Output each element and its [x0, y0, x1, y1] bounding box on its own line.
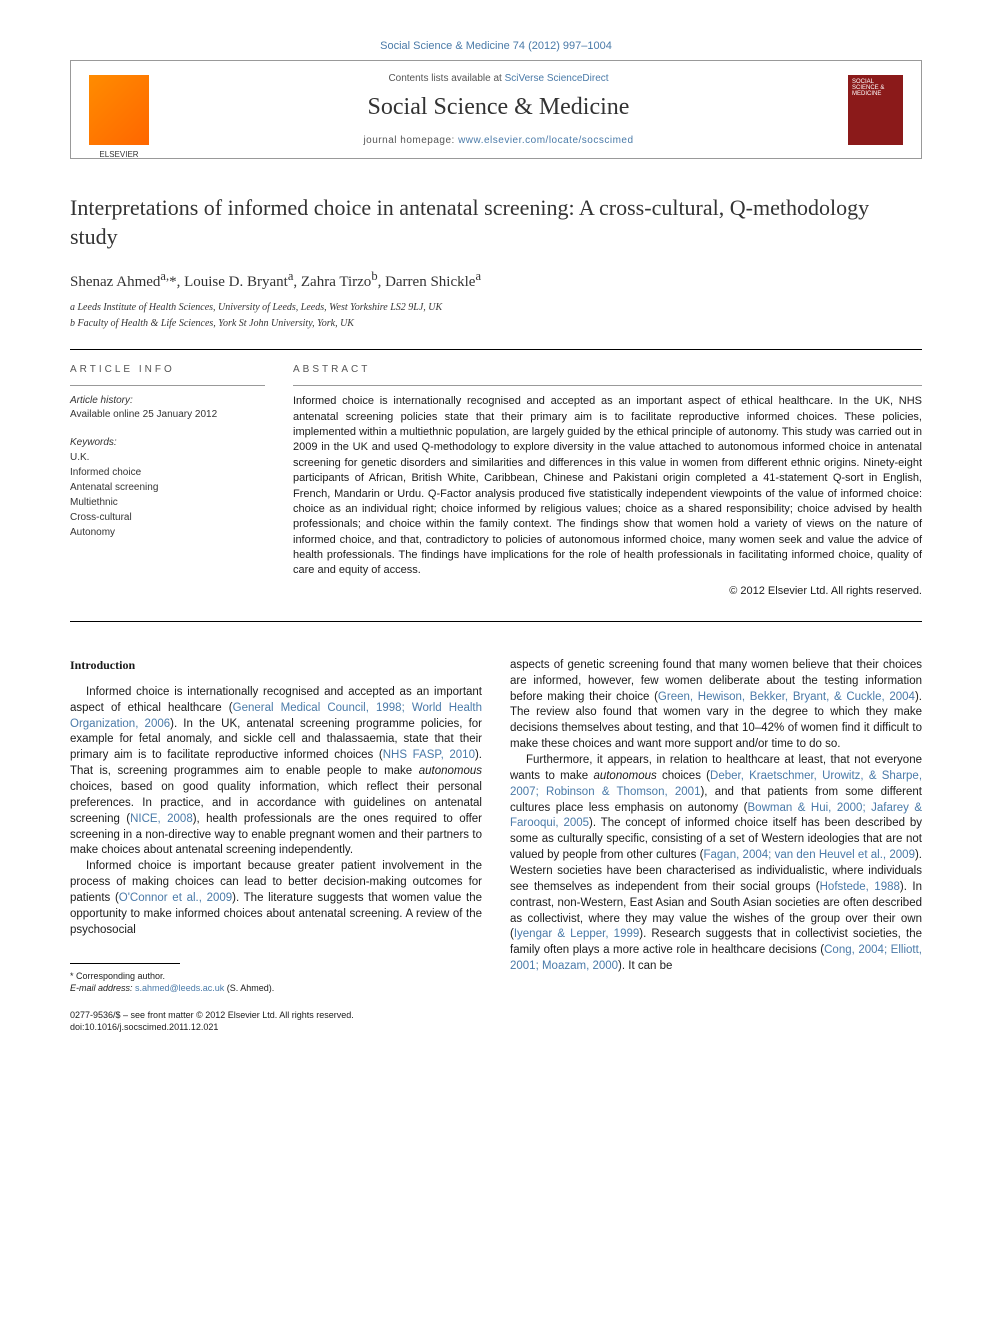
homepage-link[interactable]: www.elsevier.com/locate/socscimed [458, 135, 633, 146]
abstract-label: ABSTRACT [293, 364, 922, 375]
history-text: Available online 25 January 2012 [70, 408, 265, 422]
body-paragraph: Informed choice is important because gre… [70, 859, 482, 938]
contents-prefix: Contents lists available at [388, 73, 504, 84]
citation-header: Social Science & Medicine 74 (2012) 997–… [70, 40, 922, 52]
body-column-left: Introduction Informed choice is internat… [70, 658, 482, 1034]
keywords-list: U.K. Informed choice Antenatal screening… [70, 450, 265, 540]
divider-bottom [70, 621, 922, 622]
keyword: Antenatal screening [70, 480, 265, 495]
body-paragraph: Furthermore, it appears, in relation to … [510, 753, 922, 975]
article-info-label: ARTICLE INFO [70, 364, 265, 375]
email-link[interactable]: s.ahmed@leeds.ac.uk [135, 983, 224, 993]
keywords-block: Keywords: U.K. Informed choice Antenatal… [70, 436, 265, 540]
header-center: Contents lists available at SciVerse Sci… [149, 73, 848, 146]
email-suffix: (S. Ahmed). [224, 983, 274, 993]
elsevier-logo [89, 75, 149, 145]
copyright-line: © 2012 Elsevier Ltd. All rights reserved… [293, 585, 922, 597]
body-column-right: aspects of genetic screening found that … [510, 658, 922, 1034]
homepage-prefix: journal homepage: [363, 135, 458, 146]
contents-available-line: Contents lists available at SciVerse Sci… [149, 73, 848, 84]
authors-line: Shenaz Ahmeda,*, Louise D. Bryanta, Zahr… [70, 269, 922, 291]
keyword: Cross-cultural [70, 510, 265, 525]
homepage-line: journal homepage: www.elsevier.com/locat… [149, 135, 848, 146]
journal-name: Social Science & Medicine [149, 94, 848, 121]
issn-line: 0277-9536/$ – see front matter © 2012 El… [70, 1009, 482, 1022]
history-label: Article history: [70, 394, 265, 408]
body-columns: Introduction Informed choice is internat… [70, 658, 922, 1034]
article-title: Interpretations of informed choice in an… [70, 194, 922, 251]
keyword: Multiethnic [70, 495, 265, 510]
info-divider [70, 385, 265, 386]
journal-cover-thumbnail: SOCIAL SCIENCE & MEDICINE [848, 75, 903, 145]
body-paragraph: Informed choice is internationally recog… [70, 685, 482, 859]
keyword: U.K. [70, 450, 265, 465]
corresponding-author: * Corresponding author. [70, 970, 482, 983]
keyword: Informed choice [70, 465, 265, 480]
article-history: Article history: Available online 25 Jan… [70, 394, 265, 422]
footer-divider [70, 963, 180, 964]
info-abstract-row: ARTICLE INFO Article history: Available … [70, 364, 922, 597]
abstract-column: ABSTRACT Informed choice is internationa… [293, 364, 922, 597]
article-info-column: ARTICLE INFO Article history: Available … [70, 364, 265, 597]
divider-top [70, 349, 922, 350]
journal-header-box: Contents lists available at SciVerse Sci… [70, 60, 922, 159]
body-paragraph: aspects of genetic screening found that … [510, 658, 922, 753]
email-line: E-mail address: s.ahmed@leeds.ac.uk (S. … [70, 982, 482, 995]
email-label: E-mail address: [70, 983, 135, 993]
doi-line: doi:10.1016/j.socscimed.2011.12.021 [70, 1021, 482, 1034]
abstract-divider [293, 385, 922, 386]
affiliations: a Leeds Institute of Health Sciences, Un… [70, 301, 922, 331]
sciencedirect-link[interactable]: SciVerse ScienceDirect [505, 73, 609, 84]
abstract-text: Informed choice is internationally recog… [293, 394, 922, 579]
keyword: Autonomy [70, 525, 265, 540]
introduction-heading: Introduction [70, 658, 482, 673]
affiliation-a: a Leeds Institute of Health Sciences, Un… [70, 301, 922, 315]
page: Social Science & Medicine 74 (2012) 997–… [0, 0, 992, 1064]
affiliation-b: b Faculty of Health & Life Sciences, Yor… [70, 317, 922, 331]
keywords-label: Keywords: [70, 436, 265, 450]
